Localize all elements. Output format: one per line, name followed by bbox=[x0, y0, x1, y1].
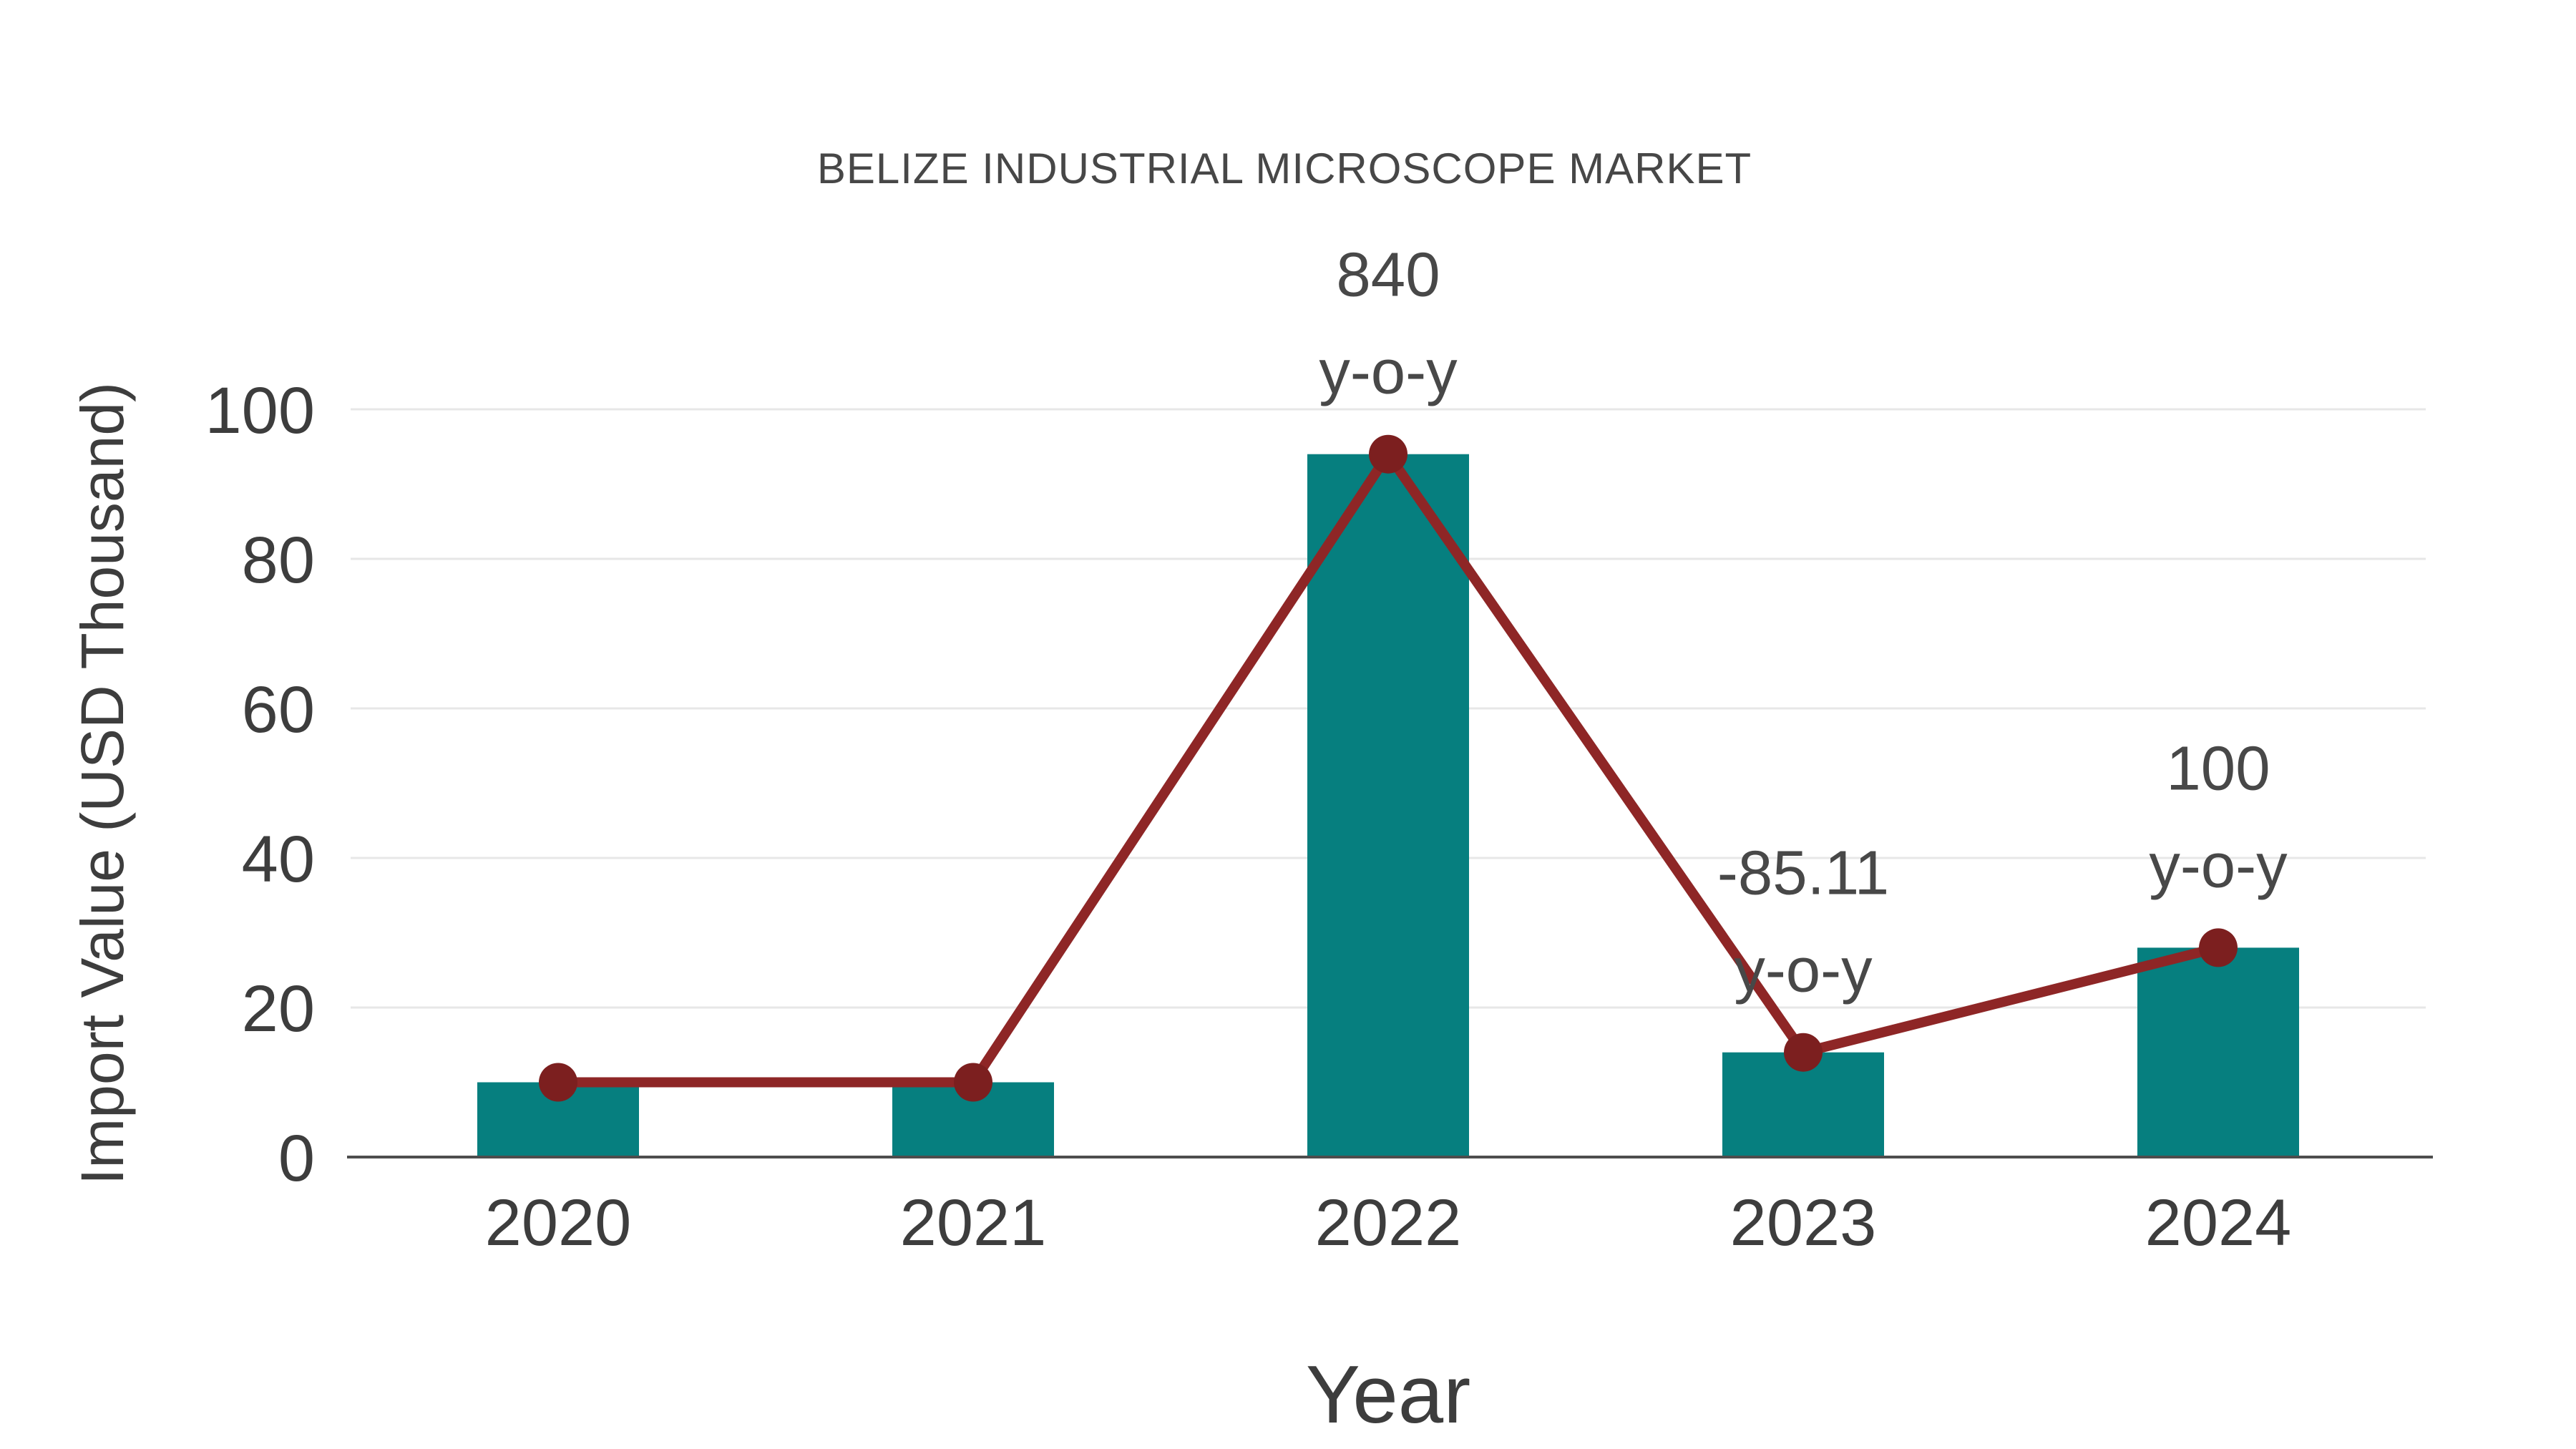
annotation-2024-line1: 100 bbox=[2166, 733, 2270, 803]
annotation-2023-line1: -85.11 bbox=[1717, 839, 1889, 908]
trend-marker-2024 bbox=[2199, 928, 2238, 967]
bars-layer bbox=[477, 454, 2299, 1157]
y-axis-title: Import Value (USD Thousand) bbox=[69, 382, 136, 1185]
annotation-2024-line2: y-o-y bbox=[2149, 831, 2288, 900]
y-tick-label-60: 60 bbox=[242, 673, 315, 746]
y-tick-label-40: 40 bbox=[242, 823, 315, 896]
y-tick-label-20: 20 bbox=[242, 972, 315, 1045]
x-tick-label-2020: 2020 bbox=[485, 1186, 632, 1259]
y-tick-label-100: 100 bbox=[205, 374, 316, 447]
x-tick-label-2023: 2023 bbox=[1730, 1186, 1877, 1259]
tick-labels-layer: 0 20 40 60 80 100 2020 2021 2022 2023 2024 bbox=[205, 374, 2292, 1259]
annotations-layer: 840 y-o-y -85.11 y-o-y 100 y-o-y bbox=[1319, 240, 2288, 1005]
x-tick-label-2021: 2021 bbox=[900, 1186, 1047, 1259]
chart-title: BELIZE INDUSTRIAL MICROSCOPE MARKET bbox=[817, 145, 1752, 192]
annotation-2022-line1: 840 bbox=[1336, 240, 1440, 310]
x-tick-label-2022: 2022 bbox=[1315, 1186, 1462, 1259]
line-series-layer bbox=[539, 434, 2238, 1102]
trend-marker-2020 bbox=[539, 1063, 577, 1102]
x-tick-label-2024: 2024 bbox=[2145, 1186, 2292, 1259]
trend-marker-2022 bbox=[1369, 434, 1407, 474]
annotation-2022-line2: y-o-y bbox=[1319, 338, 1458, 407]
annotation-2023-line2: y-o-y bbox=[1734, 936, 1873, 1005]
y-tick-label-0: 0 bbox=[278, 1122, 315, 1195]
trend-marker-2023 bbox=[1784, 1033, 1823, 1072]
bar-2022 bbox=[1307, 454, 1469, 1157]
y-tick-label-80: 80 bbox=[242, 524, 315, 597]
trend-marker-2021 bbox=[954, 1063, 992, 1102]
bar-2024 bbox=[2137, 947, 2299, 1157]
x-axis-title: Year bbox=[1306, 1350, 1470, 1440]
